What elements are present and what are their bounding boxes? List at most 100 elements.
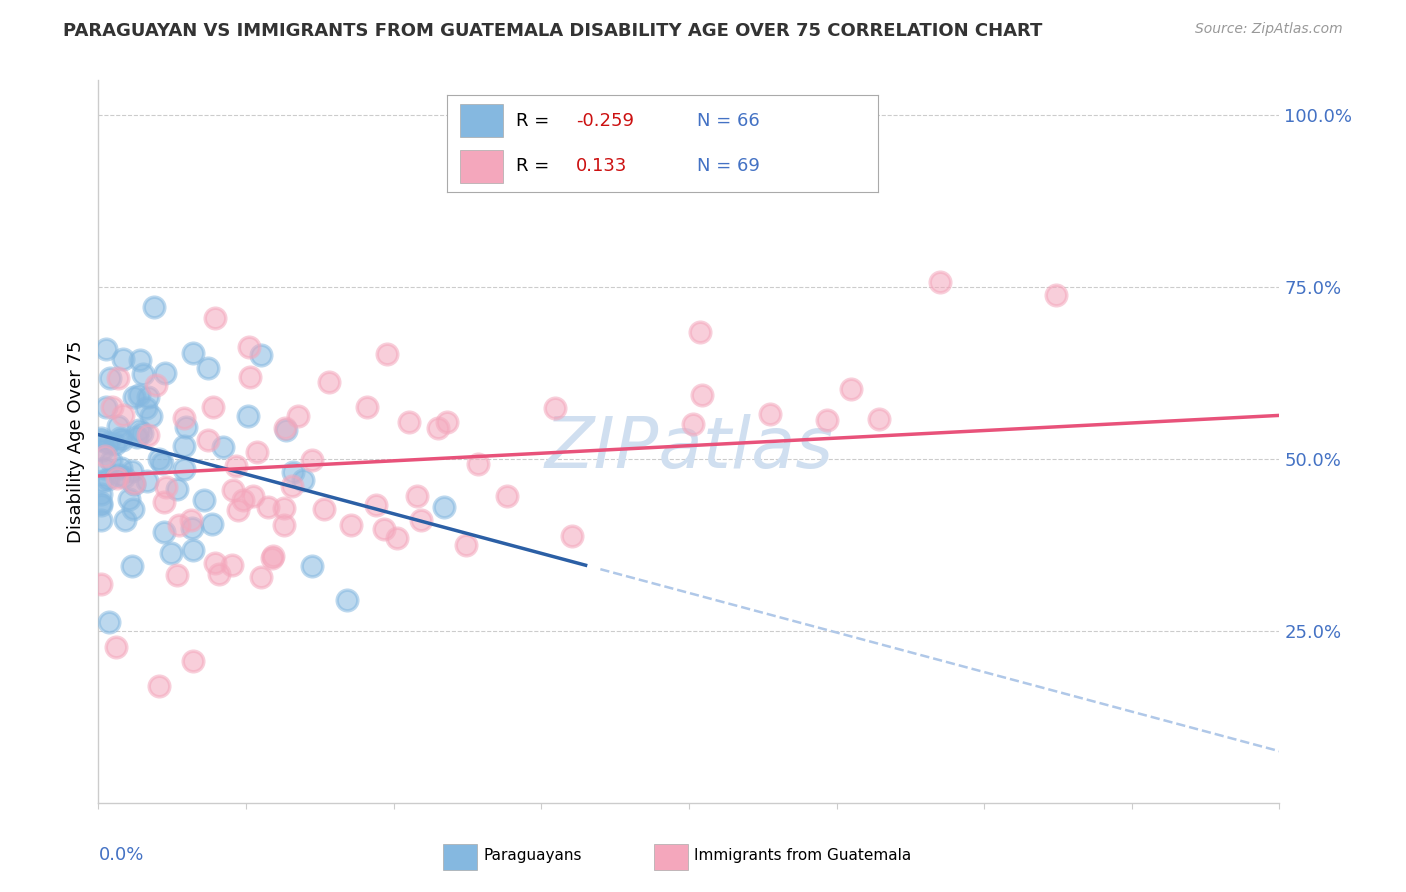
Point [173, 411, 195, 425]
Point [142, 301, 165, 315]
Point [250, 570, 273, 584]
Point [262, 551, 284, 566]
Point [561, 529, 583, 543]
Point [426, 421, 449, 435]
Point [225, 458, 247, 473]
Point [839, 383, 862, 397]
Point [433, 500, 456, 514]
Bar [654, 844, 688, 870]
Point [312, 502, 335, 516]
Point [169, 517, 191, 532]
Point [110, 460, 132, 475]
Point [436, 415, 458, 429]
Point [93, 460, 115, 475]
Point [138, 428, 160, 442]
Point [104, 436, 127, 450]
Point [467, 458, 489, 472]
Point [128, 423, 150, 437]
Point [197, 434, 219, 448]
Text: Source: ZipAtlas.com: Source: ZipAtlas.com [1195, 22, 1343, 37]
Point [454, 538, 477, 552]
Point [273, 517, 295, 532]
Point [118, 492, 141, 507]
Point [239, 369, 262, 384]
Point [181, 346, 204, 360]
Point [173, 439, 195, 453]
Point [166, 482, 188, 496]
Point [90, 577, 112, 591]
Point [135, 474, 157, 488]
Point [238, 409, 260, 424]
Point [96, 342, 118, 356]
Point [375, 347, 398, 361]
Point [868, 411, 890, 425]
Point [815, 412, 838, 426]
Point [356, 400, 378, 414]
Point [121, 464, 143, 478]
Point [148, 452, 170, 467]
Point [201, 400, 224, 414]
Point [148, 679, 170, 693]
Point [122, 501, 145, 516]
Point [127, 429, 149, 443]
Point [97, 436, 120, 450]
Point [128, 387, 150, 401]
Point [90, 475, 112, 489]
Point [131, 368, 153, 382]
Point [90, 434, 112, 448]
Point [256, 500, 278, 515]
Point [135, 401, 157, 415]
Point [204, 311, 226, 326]
Point [273, 501, 295, 516]
Point [122, 477, 145, 491]
Point [90, 432, 112, 446]
Point [274, 423, 297, 437]
Point [90, 513, 112, 527]
Y-axis label: Disability Age Over 75: Disability Age Over 75 [66, 340, 84, 543]
Point [221, 558, 243, 573]
Point [208, 567, 231, 582]
Point [201, 516, 224, 531]
Point [114, 513, 136, 527]
Point [274, 421, 297, 435]
Point [406, 489, 429, 503]
Point [124, 476, 146, 491]
Text: PARAGUAYAN VS IMMIGRANTS FROM GUATEMALA DISABILITY AGE OVER 75 CORRELATION CHART: PARAGUAYAN VS IMMIGRANTS FROM GUATEMALA … [63, 22, 1043, 40]
Point [110, 433, 132, 447]
Point [544, 401, 567, 415]
Point [90, 498, 112, 512]
Point [222, 483, 245, 497]
Point [108, 430, 131, 444]
Point [283, 465, 305, 479]
Point [301, 558, 323, 573]
Point [928, 275, 950, 289]
Point [94, 449, 117, 463]
Point [204, 556, 226, 570]
Text: Immigrants from Guatemala: Immigrants from Guatemala [693, 848, 911, 863]
Point [166, 567, 188, 582]
Point [150, 456, 173, 470]
Point [301, 453, 323, 467]
Point [682, 417, 704, 431]
Text: ZIPatlas: ZIPatlas [544, 414, 834, 483]
Point [97, 472, 120, 486]
Point [136, 390, 159, 404]
Point [690, 388, 713, 402]
Point [246, 445, 269, 459]
Point [100, 454, 122, 468]
Point [387, 531, 409, 545]
Point [101, 400, 124, 414]
Point [122, 390, 145, 404]
Point [181, 654, 204, 668]
Point [96, 400, 118, 414]
Point [373, 522, 395, 536]
Point [340, 517, 363, 532]
Point [159, 546, 181, 560]
Point [242, 489, 264, 503]
Text: Paraguayans: Paraguayans [484, 848, 582, 863]
Point [108, 467, 131, 482]
Point [139, 409, 162, 423]
Point [173, 462, 195, 476]
Point [250, 348, 273, 362]
Point [183, 542, 205, 557]
